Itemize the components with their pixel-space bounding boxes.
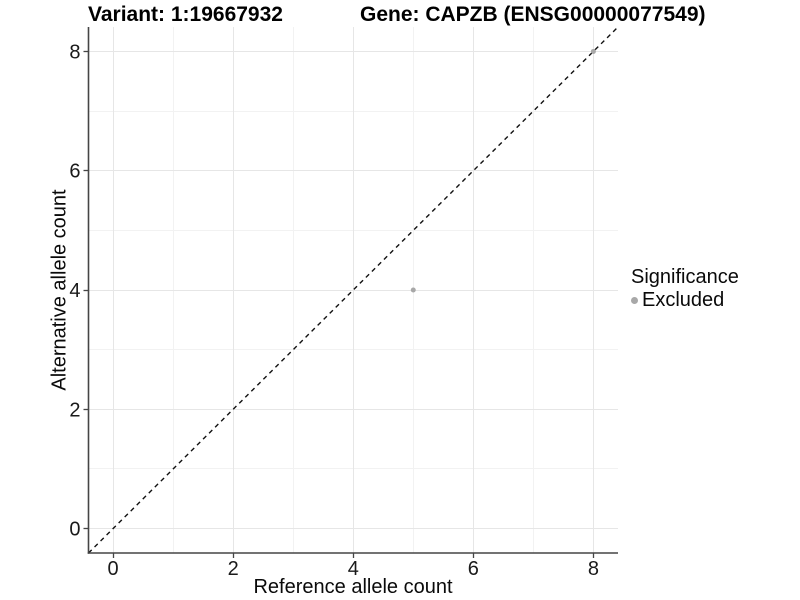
data-point-8-8 — [590, 48, 596, 54]
legend: Significance Excluded — [631, 266, 739, 312]
data-points — [410, 48, 596, 293]
variant-title: Variant: 1:19667932 — [88, 3, 283, 26]
x-tick-label: 4 — [348, 558, 359, 580]
y-tick-label: 4 — [69, 280, 80, 302]
x-tick-label: 2 — [228, 558, 239, 580]
y-tick-label: 0 — [69, 519, 80, 541]
x-tick-label: 0 — [108, 558, 119, 580]
legend-item-label: Excluded — [642, 289, 725, 311]
major-gridlines — [88, 27, 618, 553]
legend-item-excluded: Excluded — [631, 289, 739, 312]
identity-dashed-line — [88, 26, 619, 554]
gene-title: Gene: CAPZB (ENSG00000077549) — [360, 3, 706, 26]
legend-title: Significance — [631, 266, 739, 288]
x-tick-label: 6 — [468, 558, 479, 580]
data-point-5-4 — [410, 287, 416, 293]
x-axis-title: Reference allele count — [253, 576, 453, 598]
axis-tick-labels: 0 2 4 6 8 0 2 4 6 8 — [69, 41, 599, 580]
x-tick-label: 8 — [588, 558, 599, 580]
y-tick-label: 2 — [69, 399, 80, 421]
y-tick-label: 8 — [69, 41, 80, 63]
identity-line-group — [88, 26, 619, 554]
y-tick-label: 6 — [69, 161, 80, 183]
axis-tick-marks — [83, 50, 595, 558]
y-axis-title: Alternative allele count — [48, 189, 71, 391]
legend-dot-icon — [631, 297, 638, 304]
